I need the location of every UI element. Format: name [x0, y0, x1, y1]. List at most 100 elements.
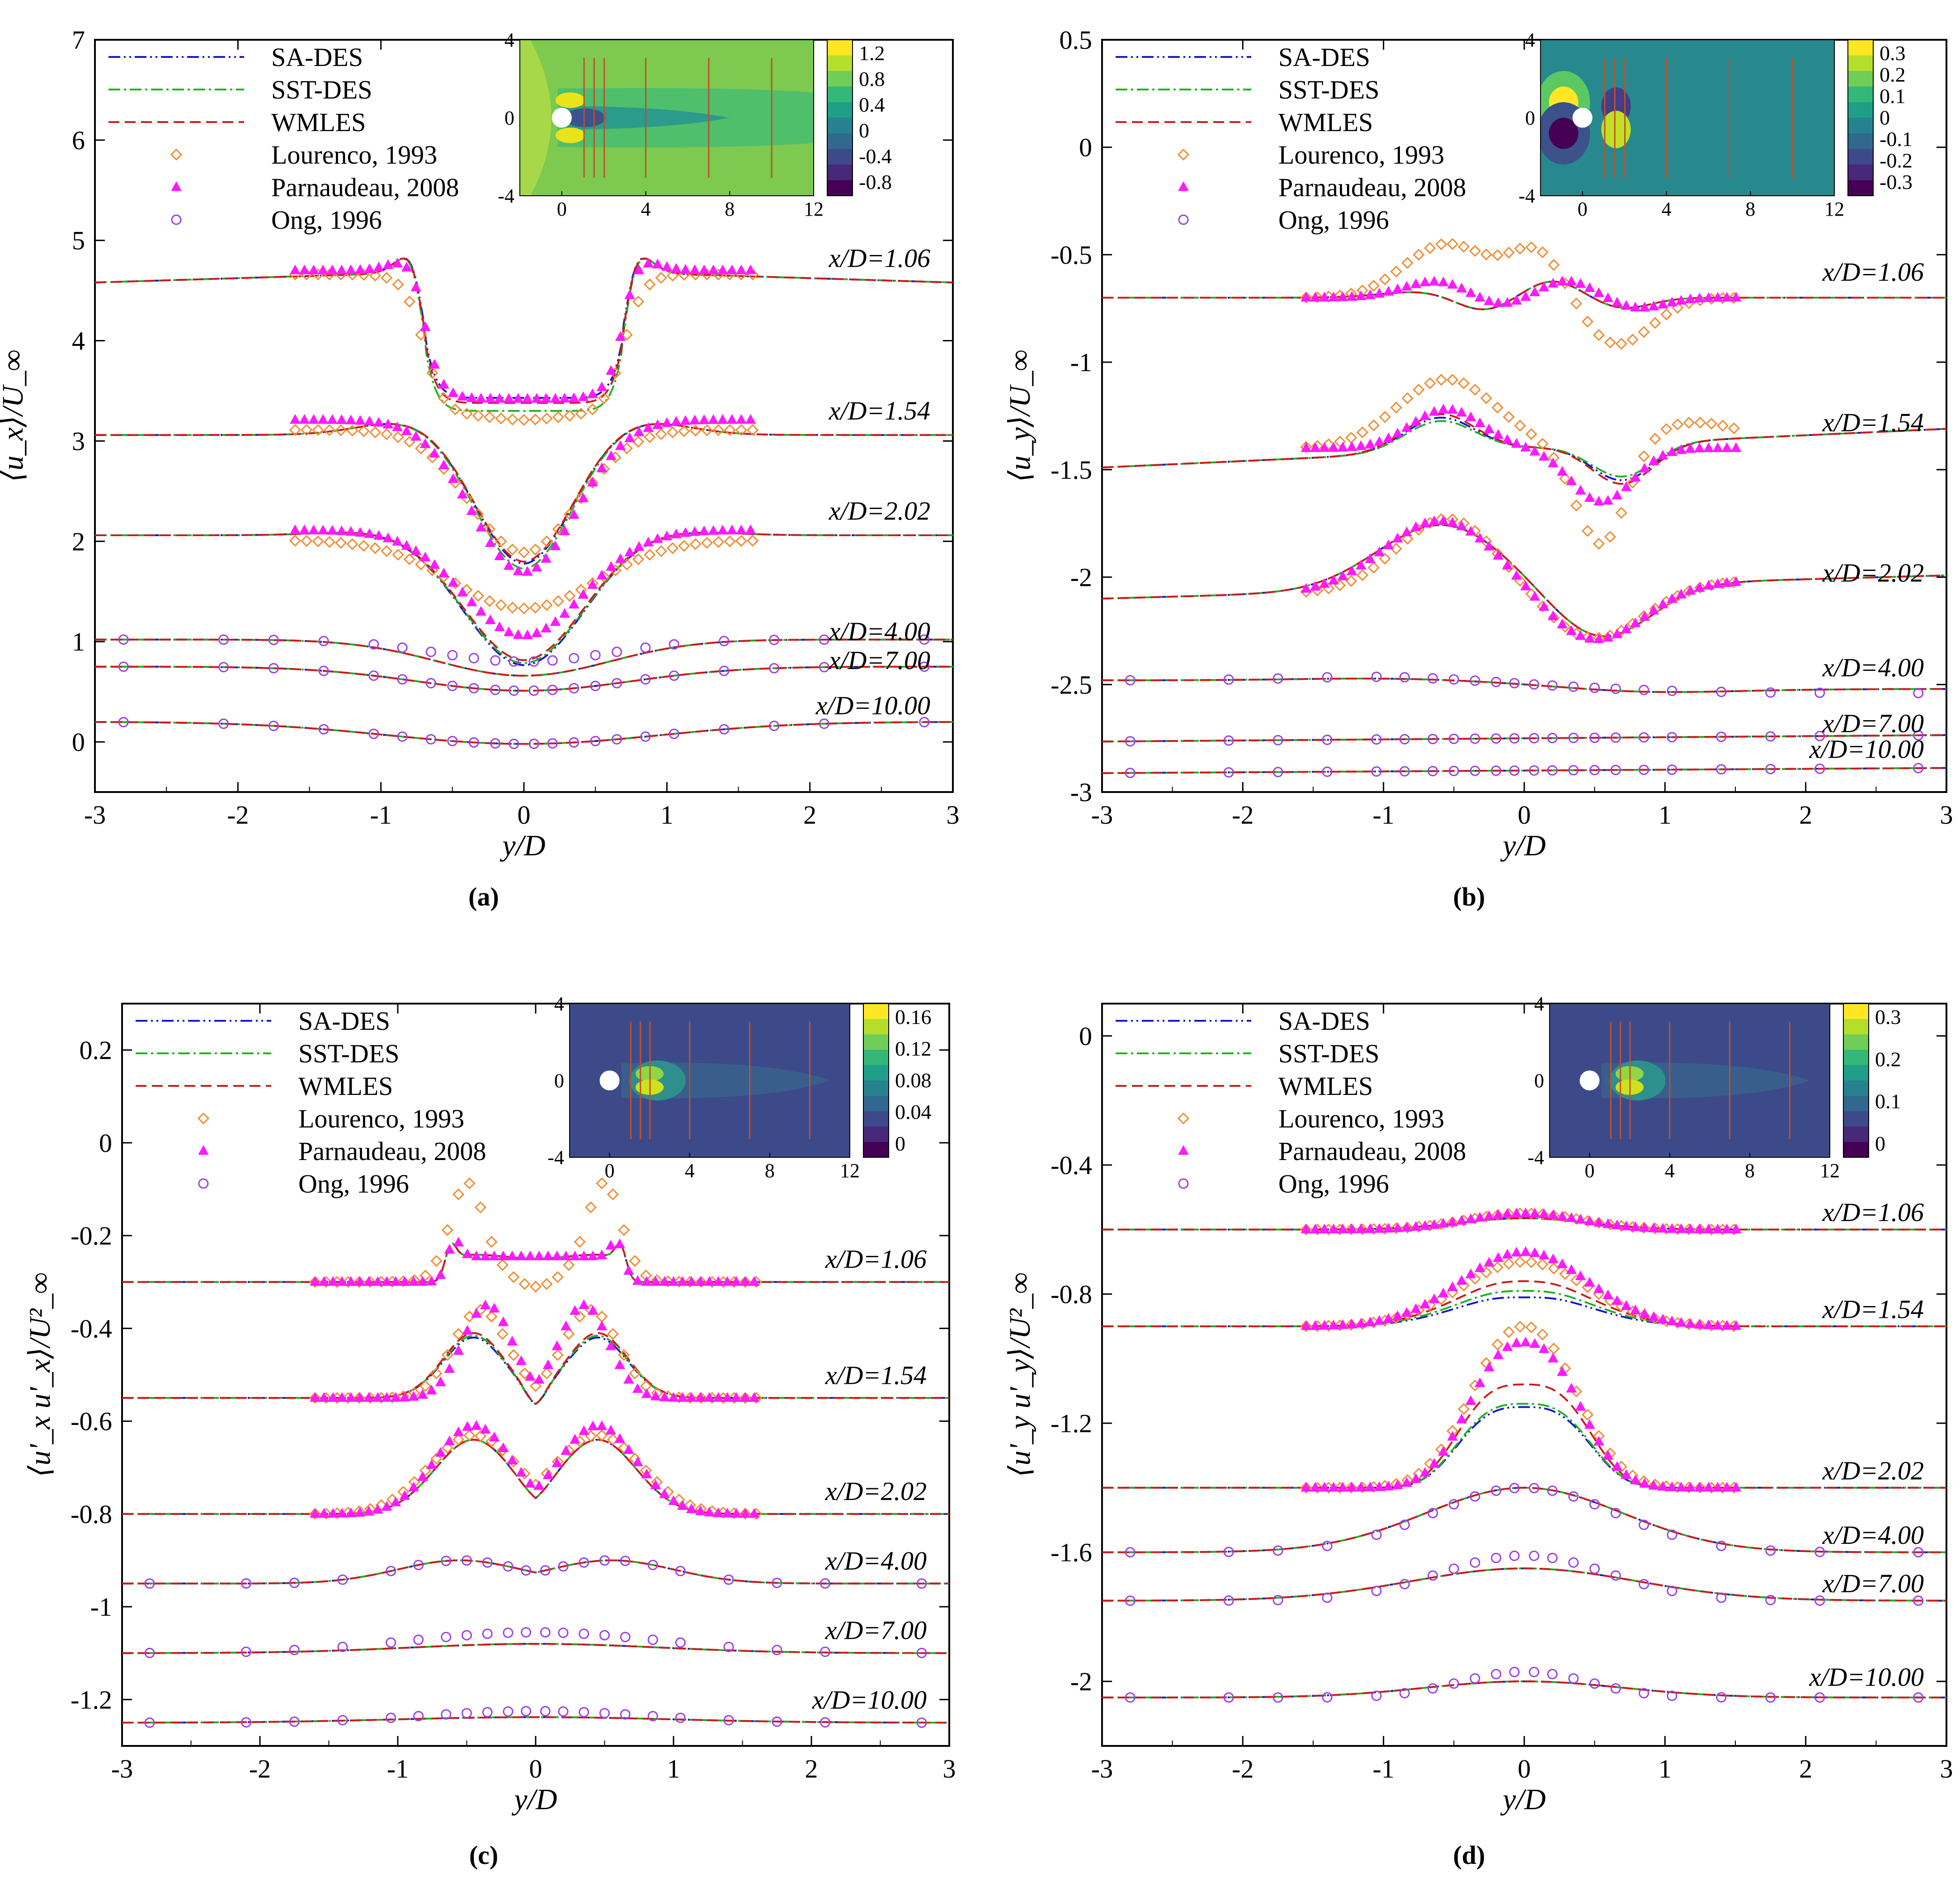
x-axis-label: y/D — [1500, 1783, 1545, 1816]
parnaudeau-point — [1575, 630, 1586, 640]
parnaudeau-point — [1648, 1222, 1659, 1232]
parnaudeau-point — [1584, 282, 1595, 292]
lourenco-point — [541, 599, 553, 611]
inset-field — [520, 40, 551, 196]
parnaudeau-point — [650, 1276, 661, 1286]
lourenco-point — [655, 428, 667, 440]
series-wmles-line — [1102, 767, 1946, 774]
parnaudeau-point — [354, 415, 366, 425]
lourenco-point — [701, 424, 713, 436]
colorbar-band — [863, 1127, 889, 1142]
colorbar-frame — [827, 39, 853, 196]
parnaudeau-point — [1538, 1250, 1550, 1259]
parnaudeau-point — [614, 1359, 625, 1369]
colorbar-band — [1848, 102, 1873, 118]
ong-point — [1428, 734, 1438, 745]
legend-label: SA-DES — [1278, 42, 1370, 72]
parnaudeau-point — [1475, 417, 1485, 427]
parnaudeau-point — [1383, 286, 1394, 296]
parnaudeau-point — [1721, 1481, 1733, 1492]
ong-point — [769, 634, 780, 645]
parnaudeau-point — [1346, 1223, 1357, 1233]
lourenco-point — [301, 424, 313, 436]
caption-a: (a) — [468, 882, 499, 911]
lourenco-point — [673, 1493, 685, 1506]
ong-point — [540, 1627, 551, 1638]
series-wmles-line — [95, 423, 953, 563]
ong-point — [218, 634, 229, 645]
series-ong-markers — [1125, 730, 1924, 747]
parnaudeau-point — [1346, 441, 1357, 451]
parnaudeau-point — [587, 1420, 598, 1430]
x-tick-label: 2 — [1799, 800, 1812, 830]
lourenco-point — [1367, 561, 1380, 574]
parnaudeau-point — [1511, 295, 1522, 305]
parnaudeau-point — [559, 392, 570, 403]
ong-point — [769, 663, 780, 674]
parnaudeau-point — [1639, 611, 1650, 621]
series-wmles-line — [95, 721, 953, 745]
parnaudeau-point — [327, 1276, 339, 1286]
lourenco-point — [564, 590, 576, 602]
parnaudeau-point — [1657, 1313, 1668, 1324]
ong-point — [1814, 1595, 1825, 1606]
x-axis-label: y/D — [499, 829, 545, 862]
lourenco-point — [1334, 435, 1346, 448]
parnaudeau-point — [1667, 1223, 1677, 1233]
y-tick-label: -0.2 — [71, 1221, 112, 1250]
parnaudeau-point — [677, 1392, 688, 1402]
lourenco-point — [485, 1311, 498, 1323]
colorbar-band — [827, 118, 853, 134]
parnaudeau-point — [438, 567, 449, 578]
parnaudeau-point — [1346, 1318, 1357, 1329]
lourenco-point — [381, 428, 393, 440]
y-tick-label: -1.6 — [1051, 1538, 1092, 1567]
parnaudeau-point — [1547, 1353, 1559, 1363]
inset-x-tick-label: 12 — [1820, 1160, 1840, 1182]
parnaudeau-point — [345, 1507, 357, 1518]
inset-cylinder — [551, 108, 572, 128]
parnaudeau-point — [550, 616, 561, 626]
parnaudeau-point — [426, 1384, 437, 1395]
lourenco-point — [1458, 1403, 1470, 1415]
parnaudeau-point — [1721, 1320, 1733, 1330]
lourenco-point — [1300, 1481, 1312, 1494]
parnaudeau-point — [650, 1391, 661, 1401]
lourenco-point — [474, 1430, 487, 1442]
parnaudeau-point — [695, 1505, 706, 1515]
lourenco-point — [541, 412, 553, 425]
ong-point — [1448, 765, 1459, 776]
parnaudeau-point — [1730, 1223, 1742, 1234]
parnaudeau-point — [1584, 1277, 1595, 1287]
parnaudeau-point — [354, 527, 366, 537]
ong-point — [386, 1712, 396, 1723]
ong-point — [1667, 1690, 1677, 1701]
station-label: x/D=1.06 — [829, 244, 930, 273]
ong-point — [1322, 734, 1333, 745]
station-label: x/D=1.54 — [1822, 408, 1924, 437]
ong-point — [413, 1711, 424, 1722]
parnaudeau-point — [1621, 1220, 1632, 1231]
parnaudeau-point — [1538, 1343, 1550, 1353]
y-axis-label: ⟨u_x⟩/U_∞ — [0, 350, 29, 482]
parnaudeau-point — [489, 1431, 500, 1442]
y-tick-label: -0.6 — [71, 1407, 112, 1436]
station-label: x/D=1.54 — [829, 396, 930, 425]
parnaudeau-point — [336, 264, 347, 274]
parnaudeau-point — [354, 1507, 365, 1517]
parnaudeau-point — [1566, 1264, 1577, 1274]
ong-point — [1589, 1678, 1600, 1689]
legend-label: SA-DES — [1278, 1006, 1370, 1036]
parnaudeau-point — [698, 414, 710, 425]
parnaudeau-point — [494, 393, 505, 403]
parnaudeau-point — [435, 1376, 446, 1387]
station-label: x/D=1.06 — [825, 1245, 927, 1274]
x-tick-label: 1 — [1658, 1754, 1672, 1783]
series-wmles-line — [1102, 1567, 1946, 1602]
lourenco-point — [632, 436, 645, 448]
inset-contour-d: 0 4 8 12 4 0 -4 0.3 0.2 0.1 0 — [1527, 993, 1901, 1182]
series-ong-markers — [1125, 1483, 1924, 1558]
ong-point — [1470, 1491, 1480, 1502]
ong-point — [540, 1565, 551, 1576]
ong-point — [118, 717, 129, 727]
